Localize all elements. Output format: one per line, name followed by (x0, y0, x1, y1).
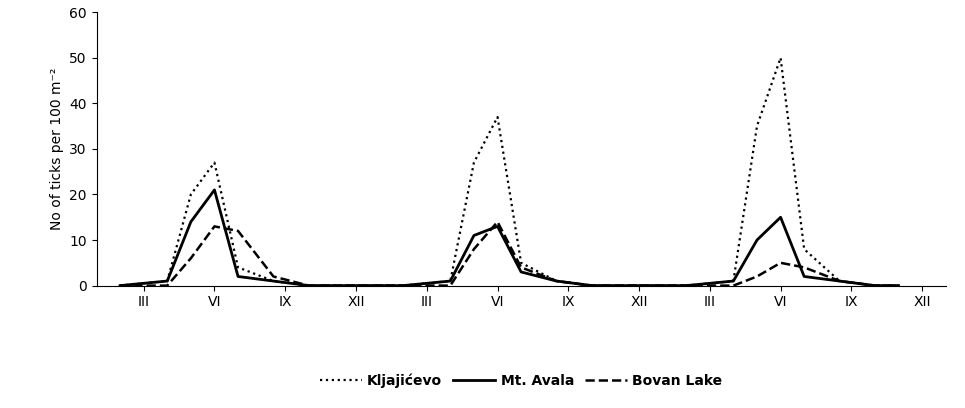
Kljajićevo (798, 247, 810, 252)
Kljajićevo (515, 260, 527, 265)
Mt. Avala (775, 215, 786, 220)
Bovan Lake (208, 224, 220, 229)
Kljajićevo (445, 279, 456, 284)
Kljajićevo (775, 55, 786, 60)
Bovan Lake (185, 256, 197, 261)
Mt. Avala (208, 187, 220, 192)
Bovan Lake (445, 283, 456, 288)
Line: Bovan Lake: Bovan Lake (120, 222, 898, 286)
Mt. Avala (267, 279, 279, 284)
Kljajićevo (492, 115, 504, 120)
Kljajićevo (114, 283, 125, 288)
Mt. Avala (751, 237, 762, 242)
Kljajićevo (893, 283, 904, 288)
Mt. Avala (161, 279, 173, 284)
Mt. Avala (492, 224, 504, 229)
Mt. Avala (515, 269, 527, 274)
Bovan Lake (233, 228, 244, 233)
Legend: Kljajićevo, Mt. Avala, Bovan Lake: Kljajićevo, Mt. Avala, Bovan Lake (315, 368, 728, 393)
Kljajićevo (834, 279, 845, 284)
Bovan Lake (398, 283, 409, 288)
Mt. Avala (893, 283, 904, 288)
Kljajićevo (208, 160, 220, 165)
Kljajićevo (303, 283, 315, 288)
Kljajićevo (728, 279, 739, 284)
Bovan Lake (728, 283, 739, 288)
Y-axis label: No of ticks per 100 m⁻²: No of ticks per 100 m⁻² (49, 68, 64, 230)
Kljajićevo (398, 283, 409, 288)
Kljajićevo (869, 283, 881, 288)
Kljajićevo (233, 265, 244, 270)
Mt. Avala (834, 279, 845, 284)
Mt. Avala (398, 283, 409, 288)
Bovan Lake (869, 283, 881, 288)
Bovan Lake (893, 283, 904, 288)
Bovan Lake (161, 283, 173, 288)
Kljajićevo (267, 279, 279, 284)
Bovan Lake (680, 283, 692, 288)
Kljajićevo (185, 192, 197, 197)
Mt. Avala (798, 274, 810, 279)
Bovan Lake (751, 274, 762, 279)
Bovan Lake (515, 265, 527, 270)
Bovan Lake (114, 283, 125, 288)
Line: Mt. Avala: Mt. Avala (120, 190, 898, 286)
Bovan Lake (775, 260, 786, 265)
Bovan Lake (468, 247, 480, 252)
Mt. Avala (185, 220, 197, 224)
Mt. Avala (445, 279, 456, 284)
Mt. Avala (586, 283, 597, 288)
Mt. Avala (869, 283, 881, 288)
Mt. Avala (233, 274, 244, 279)
Kljajićevo (551, 279, 563, 284)
Mt. Avala (468, 233, 480, 238)
Mt. Avala (610, 283, 621, 288)
Bovan Lake (492, 220, 504, 224)
Line: Kljajićevo: Kljajićevo (120, 58, 898, 286)
Bovan Lake (798, 265, 810, 270)
Mt. Avala (551, 279, 563, 284)
Bovan Lake (267, 274, 279, 279)
Kljajićevo (680, 283, 692, 288)
Bovan Lake (326, 283, 338, 288)
Kljajićevo (751, 124, 762, 129)
Bovan Lake (610, 283, 621, 288)
Mt. Avala (680, 283, 692, 288)
Mt. Avala (326, 283, 338, 288)
Bovan Lake (303, 283, 315, 288)
Mt. Avala (114, 283, 125, 288)
Kljajićevo (161, 279, 173, 284)
Kljajićevo (468, 160, 480, 165)
Mt. Avala (303, 283, 315, 288)
Bovan Lake (834, 279, 845, 284)
Kljajićevo (326, 283, 338, 288)
Bovan Lake (551, 279, 563, 284)
Kljajićevo (610, 283, 621, 288)
Mt. Avala (728, 279, 739, 284)
Kljajićevo (586, 283, 597, 288)
Bovan Lake (586, 283, 597, 288)
